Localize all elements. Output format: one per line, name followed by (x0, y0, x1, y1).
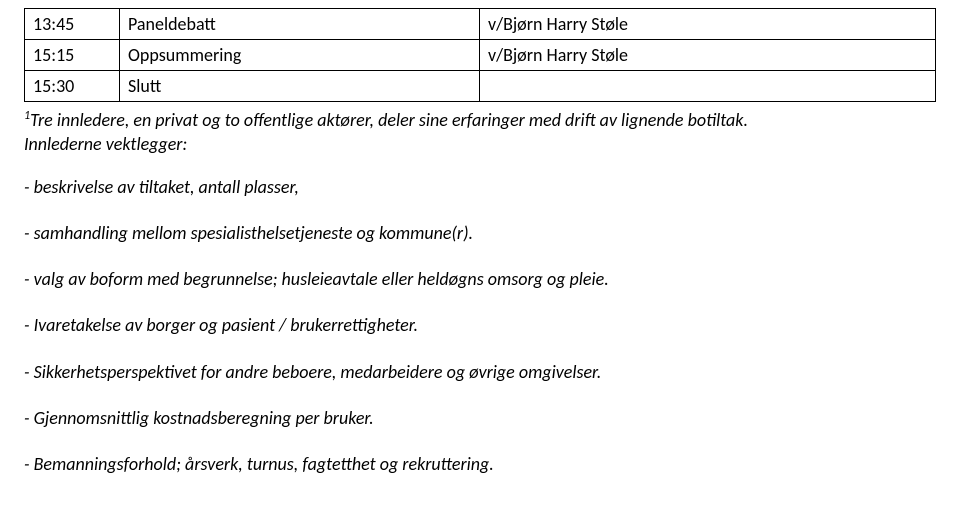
bullet-item: - valg av boform med begrunnelse; huslei… (24, 267, 936, 291)
bullet-item: - Bemanningsforhold; årsverk, turnus, fa… (24, 452, 936, 476)
cell-title: Paneldebatt (120, 9, 480, 40)
cell-title: Oppsummering (120, 40, 480, 71)
bullet-item: - Ivaretakelse av borger og pasient / br… (24, 313, 936, 337)
cell-speaker: v/Bjørn Harry Støle (480, 9, 936, 40)
bullet-item: - Sikkerhetsperspektivet for andre beboe… (24, 360, 936, 384)
cell-title: Slutt (120, 71, 480, 102)
bullet-item: - Gjennomsnittlig kostnadsberegning per … (24, 406, 936, 430)
footnote: 1Tre innledere, en privat og to offentli… (24, 108, 936, 157)
cell-speaker: v/Bjørn Harry Støle (480, 40, 936, 71)
footnote-line1: Tre innledere, en privat og to offentlig… (30, 109, 748, 131)
table-row: 13:45 Paneldebatt v/Bjørn Harry Støle (25, 9, 936, 40)
cell-time: 13:45 (25, 9, 120, 40)
cell-time: 15:30 (25, 71, 120, 102)
footnote-line2: Innlederne vektlegger: (24, 133, 187, 155)
table-row: 15:15 Oppsummering v/Bjørn Harry Støle (25, 40, 936, 71)
page: 13:45 Paneldebatt v/Bjørn Harry Støle 15… (0, 0, 960, 477)
bullet-item: - beskrivelse av tiltaket, antall plasse… (24, 175, 936, 199)
table-row: 15:30 Slutt (25, 71, 936, 102)
cell-speaker (480, 71, 936, 102)
cell-time: 15:15 (25, 40, 120, 71)
bullet-item: - samhandling mellom spesialisthelsetjen… (24, 221, 936, 245)
schedule-table: 13:45 Paneldebatt v/Bjørn Harry Støle 15… (24, 8, 936, 102)
bullet-list: - beskrivelse av tiltaket, antall plasse… (24, 175, 936, 477)
